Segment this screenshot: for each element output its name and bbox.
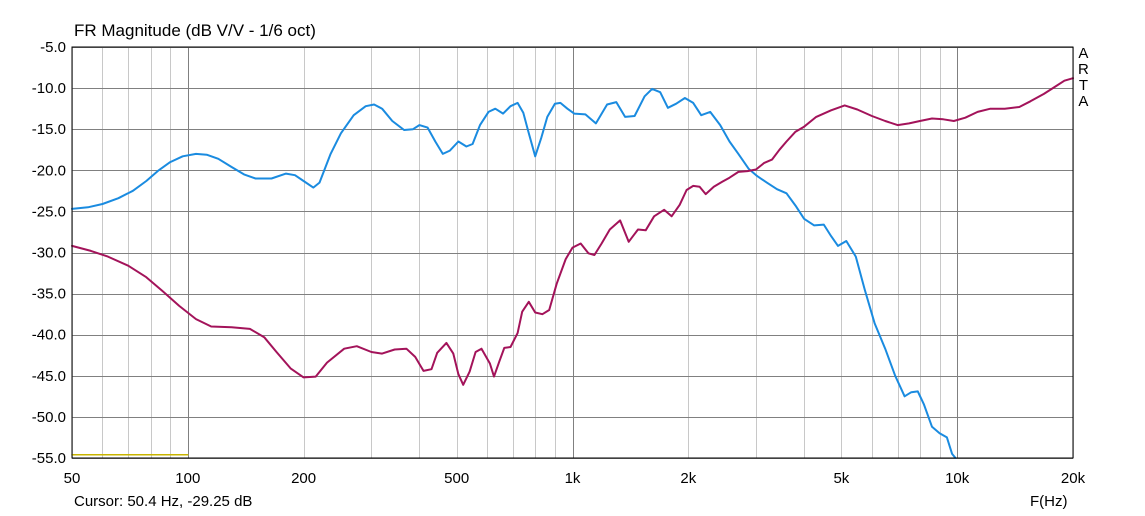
arta-letter: A (1078, 45, 1089, 62)
y-tick-label: -10.0 (32, 80, 66, 97)
y-tick-label: -55.0 (32, 450, 66, 467)
arta-letter: T (1078, 77, 1088, 94)
y-tick-label: -25.0 (32, 203, 66, 220)
x-tick-label: 20k (1061, 470, 1086, 487)
y-tick-label: -45.0 (32, 368, 66, 385)
y-tick-label: -40.0 (32, 327, 66, 344)
x-tick-label: 50 (64, 470, 81, 487)
plot-frame (71, 46, 1074, 459)
y-tick-label: -30.0 (32, 245, 66, 262)
x-tick-label: 200 (291, 470, 316, 487)
series-layer (71, 77, 1074, 459)
grid-lines (72, 47, 1074, 459)
x-tick-label: 1k (565, 470, 581, 487)
x-axis-label: F(Hz) (1030, 493, 1068, 510)
x-tick-label: 10k (945, 470, 970, 487)
x-tick-label: 100 (175, 470, 200, 487)
series-line (71, 87, 957, 459)
y-axis-ticks: -5.0 -10.0 -15.0 -20.0 -25.0 -30.0 -35.0 -40.0 -… (32, 39, 66, 467)
series-line (71, 77, 1074, 386)
arta-letter: R (1078, 61, 1089, 78)
arta-watermark: A R T A (1078, 46, 1089, 110)
x-axis-ticks: 50 100 200 500 1k 2k 5k 10k 20k (64, 470, 1086, 487)
y-tick-label: -50.0 (32, 409, 66, 426)
y-tick-label: -15.0 (32, 121, 66, 138)
chart-title: FR Magnitude (dB V/V - 1/6 oct) (74, 21, 316, 40)
x-tick-label: 2k (680, 470, 696, 487)
cursor-readout: Cursor: 50.4 Hz, -29.25 dB (74, 493, 253, 510)
arta-letter: A (1078, 93, 1089, 110)
y-tick-label: -35.0 (32, 286, 66, 303)
y-tick-label: -5.0 (40, 39, 66, 56)
x-tick-label: 500 (444, 470, 469, 487)
x-tick-label: 5k (833, 470, 849, 487)
y-tick-label: -20.0 (32, 162, 66, 179)
